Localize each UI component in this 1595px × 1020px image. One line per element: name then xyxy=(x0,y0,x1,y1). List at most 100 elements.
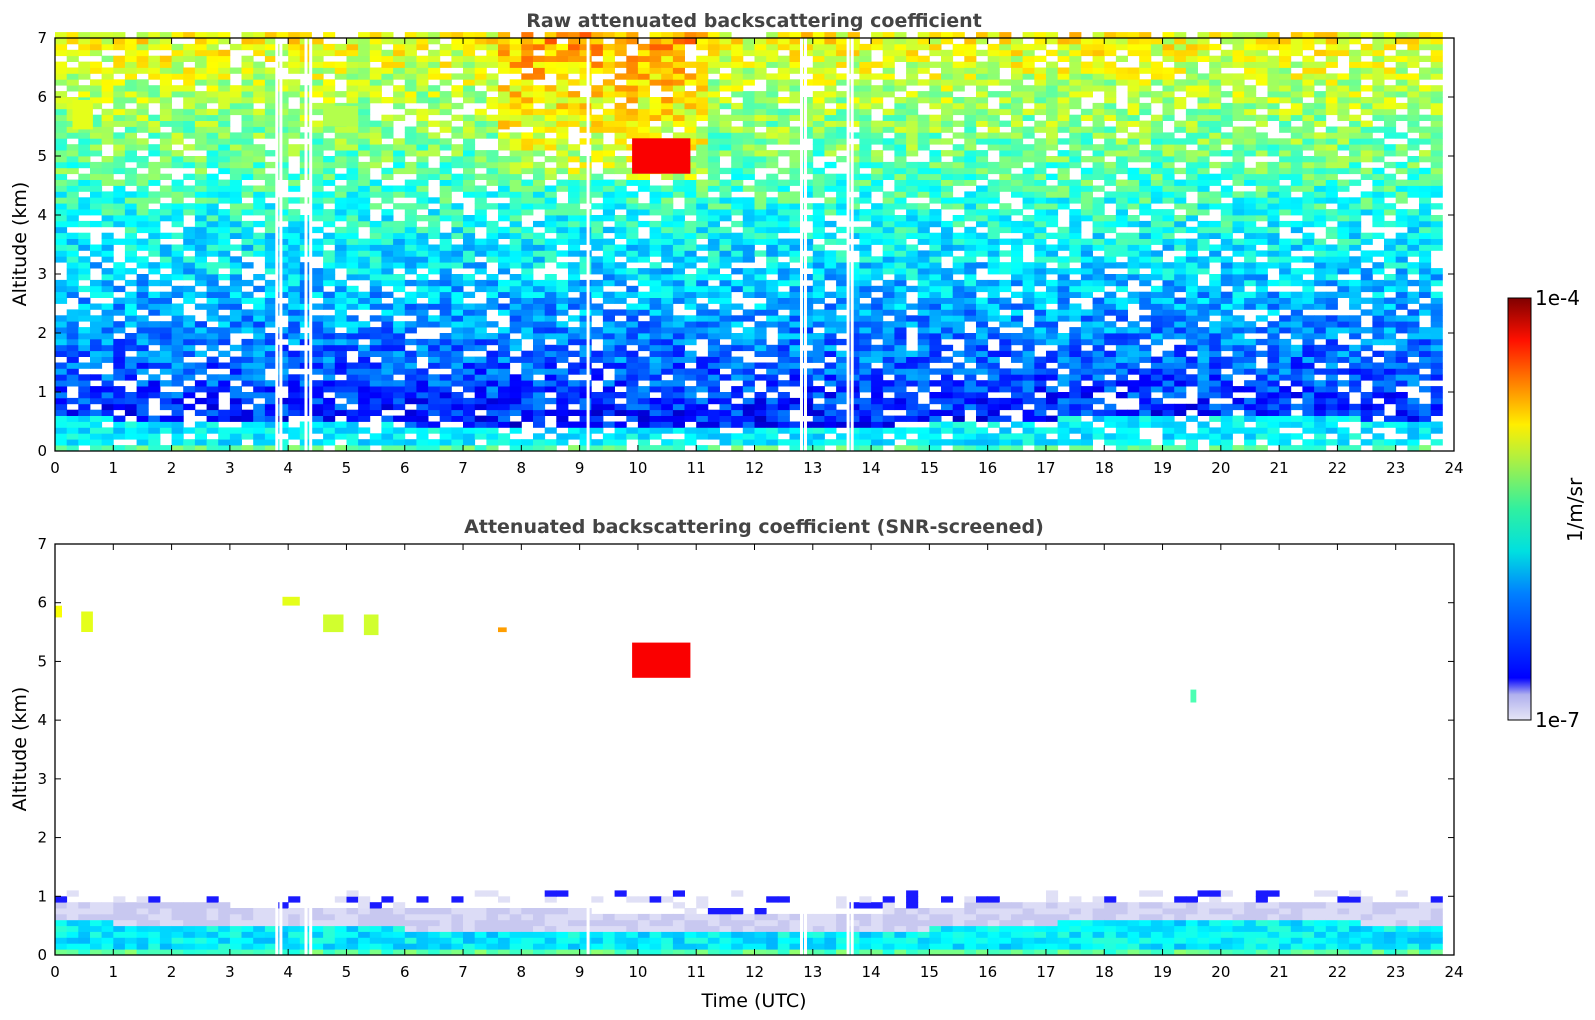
heatmap-cell xyxy=(941,91,954,98)
heatmap-cell xyxy=(1022,226,1035,234)
heatmap-cell xyxy=(906,102,919,110)
heatmap-cell xyxy=(812,179,825,186)
heatmap-cell xyxy=(533,445,546,452)
heatmap-cell xyxy=(917,327,930,334)
heatmap-cell xyxy=(1022,114,1035,121)
heatmap-cell xyxy=(859,197,872,204)
heatmap-cell xyxy=(556,32,569,39)
heatmap-cell xyxy=(789,156,802,163)
heatmap-cell xyxy=(742,285,755,293)
heatmap-cell xyxy=(136,49,149,57)
heatmap-cell xyxy=(183,344,196,352)
heatmap-cell xyxy=(906,303,919,310)
heatmap-cell xyxy=(742,203,755,210)
heatmap-cell xyxy=(533,338,546,346)
heatmap-cell xyxy=(334,73,347,80)
heatmap-cell xyxy=(696,445,709,452)
heatmap-cell xyxy=(661,185,674,192)
heatmap-cell xyxy=(707,309,720,316)
heatmap-cell xyxy=(358,262,371,269)
heatmap-cell xyxy=(533,138,546,145)
heatmap-cell xyxy=(428,421,441,428)
heatmap-cell xyxy=(428,61,441,68)
heatmap-cell xyxy=(1022,179,1035,186)
heatmap-cell xyxy=(754,421,767,428)
heatmap-cell xyxy=(731,362,744,369)
heatmap-cell xyxy=(649,244,662,251)
heatmap-cell xyxy=(661,108,674,116)
heatmap-cell xyxy=(206,392,219,399)
heatmap-cell xyxy=(882,297,895,304)
heatmap-cell xyxy=(474,374,487,381)
heatmap-cell xyxy=(871,397,884,405)
heatmap-cell xyxy=(672,43,685,51)
heatmap-cell xyxy=(987,297,1000,304)
heatmap-cell xyxy=(229,297,242,304)
heatmap-cell xyxy=(206,144,219,151)
heatmap-cell xyxy=(1022,415,1035,422)
heatmap-cell xyxy=(474,362,487,369)
heatmap-cell xyxy=(428,409,441,416)
heatmap-cell xyxy=(218,415,231,422)
heatmap-cell xyxy=(696,333,709,340)
heatmap-cell xyxy=(696,156,709,163)
heatmap-cell xyxy=(381,73,394,80)
heatmap-cell xyxy=(474,315,487,322)
heatmap-cell xyxy=(288,309,301,316)
heatmap-cell xyxy=(474,91,487,98)
heatmap-cell xyxy=(742,226,755,234)
heatmap-cell xyxy=(591,49,604,57)
heatmap-cell xyxy=(404,374,417,381)
heatmap-cell xyxy=(684,226,697,234)
heatmap-cell xyxy=(568,333,581,340)
heatmap-cell xyxy=(929,415,942,422)
heatmap-cell xyxy=(428,279,441,287)
heatmap-cell xyxy=(789,256,802,263)
heatmap-cell xyxy=(346,380,359,387)
heatmap-cell xyxy=(836,120,849,127)
heatmap-cell xyxy=(789,226,802,234)
heatmap-cell xyxy=(90,344,103,352)
heatmap-cell xyxy=(952,167,965,175)
heatmap-cell xyxy=(964,226,977,234)
heatmap-cell xyxy=(661,126,674,133)
heatmap-cell xyxy=(159,368,172,375)
heatmap-cell xyxy=(906,368,919,375)
heatmap-cell xyxy=(661,321,674,328)
heatmap-cell xyxy=(941,102,954,110)
heatmap-cell xyxy=(684,38,697,45)
heatmap-cell xyxy=(358,380,371,387)
heatmap-cell xyxy=(929,262,942,269)
heatmap-cell xyxy=(649,262,662,269)
heatmap-cell xyxy=(311,126,324,133)
heatmap-cell xyxy=(206,232,219,239)
heatmap-cell xyxy=(474,356,487,363)
heatmap-cell xyxy=(894,338,907,346)
heatmap-cell xyxy=(334,262,347,269)
heatmap-cell xyxy=(836,303,849,310)
heatmap-cell xyxy=(369,262,382,269)
heatmap-cell xyxy=(754,156,767,163)
heatmap-cell xyxy=(218,409,231,416)
heatmap-cell xyxy=(801,392,814,399)
heatmap-cell xyxy=(1011,256,1024,263)
heatmap-cell xyxy=(1034,220,1047,228)
heatmap-cell xyxy=(171,156,184,163)
heatmap-cell xyxy=(952,321,965,328)
heatmap-cell xyxy=(906,173,919,180)
heatmap-cell xyxy=(358,97,371,104)
heatmap-cell xyxy=(707,268,720,275)
heatmap-cell xyxy=(952,144,965,151)
heatmap-cell xyxy=(288,297,301,304)
heatmap-cell xyxy=(1022,362,1035,369)
heatmap-cell xyxy=(649,67,662,74)
heatmap-cell xyxy=(346,433,359,440)
heatmap-cell xyxy=(941,85,954,92)
heatmap-cell xyxy=(789,362,802,369)
heatmap-cell xyxy=(276,144,289,151)
heatmap-cell xyxy=(544,380,557,387)
heatmap-cell xyxy=(66,144,79,151)
heatmap-cell xyxy=(894,427,907,434)
heatmap-cell xyxy=(941,333,954,340)
heatmap-cell xyxy=(381,120,394,127)
